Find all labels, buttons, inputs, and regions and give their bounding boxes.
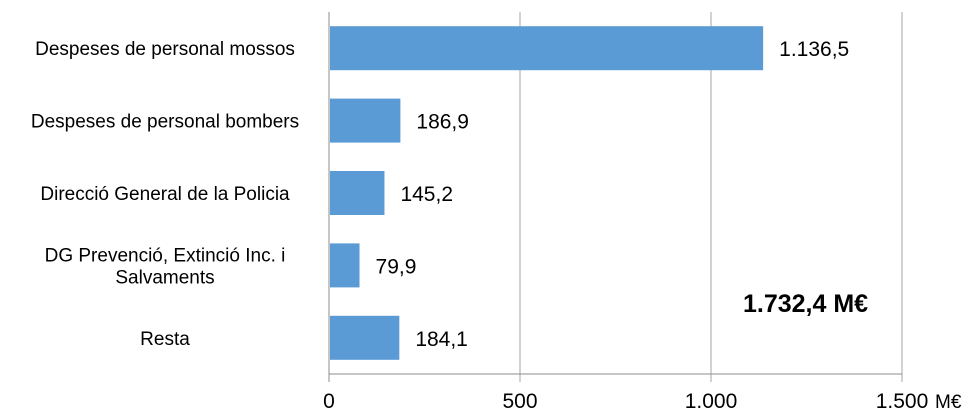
x-unit-label: M€: [935, 392, 962, 411]
data-label: 145,2: [400, 183, 453, 206]
data-label: 79,9: [376, 255, 417, 278]
gridlines: [328, 12, 903, 382]
category-label: Despeses de personal mossos: [35, 39, 295, 60]
data-label: 1.136,5: [779, 38, 849, 61]
value-labels: 1.136,5 186,9 145,2 79,9 184,1: [376, 38, 850, 351]
total-annotation: 1.732,4 M€: [743, 290, 868, 318]
category-label: DG Prevenció, Extinció Inc. i: [45, 245, 286, 266]
bar: [330, 26, 764, 71]
bar: [330, 315, 400, 360]
data-label: 184,1: [415, 328, 468, 351]
category-label: Resta: [140, 329, 190, 350]
x-tick-labels: 0 500 1.000 1.500: [323, 390, 928, 411]
bar: [330, 171, 385, 215]
bars: [330, 26, 764, 360]
bar: [330, 98, 401, 143]
x-tick-label: 500: [502, 390, 537, 411]
x-tick-label: 1.500: [876, 390, 929, 411]
x-tick-label: 0: [323, 390, 335, 411]
category-label: Salvaments: [115, 267, 214, 288]
data-label: 186,9: [416, 111, 469, 134]
x-tick-label: 1.000: [685, 390, 738, 411]
bar: [330, 243, 360, 288]
category-labels: Despeses de personal mossos Despeses de p…: [31, 39, 299, 350]
category-label: Direcció General de la Policia: [40, 184, 290, 205]
category-label: Despeses de personal bombers: [31, 112, 299, 133]
